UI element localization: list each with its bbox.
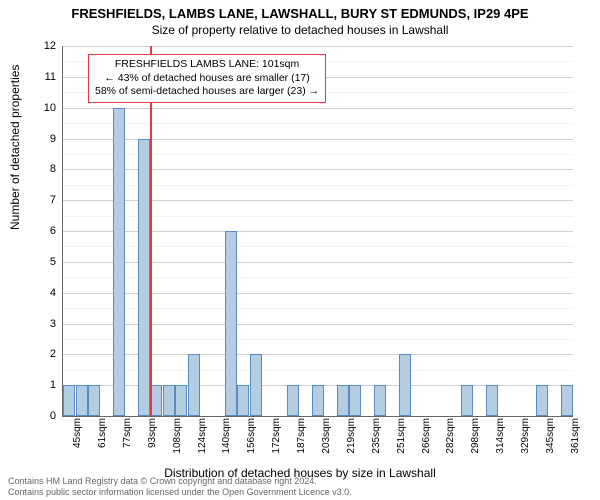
x-tick-label: 203sqm <box>321 418 332 458</box>
footer-line-2: Contains public sector information licen… <box>8 487 352 498</box>
histogram-bar <box>486 385 498 416</box>
y-tick-label: 6 <box>36 225 56 237</box>
histogram-bar <box>76 385 88 416</box>
histogram-bar <box>188 354 200 416</box>
histogram-bar <box>561 385 573 416</box>
x-tick-label: 172sqm <box>271 418 282 458</box>
x-tick-label: 235sqm <box>371 418 382 458</box>
x-tick-label: 298sqm <box>470 418 481 458</box>
x-tick-label: 361sqm <box>570 418 581 458</box>
histogram-bar <box>337 385 349 416</box>
y-tick-label: 9 <box>36 133 56 145</box>
x-tick-label: 251sqm <box>396 418 407 458</box>
chart-title-main: FRESHFIELDS, LAMBS LANE, LAWSHALL, BURY … <box>0 0 600 21</box>
chart-title-sub: Size of property relative to detached ho… <box>0 21 600 37</box>
y-tick-label: 4 <box>36 287 56 299</box>
footer-attribution: Contains HM Land Registry data © Crown c… <box>8 476 352 498</box>
x-tick-label: 61sqm <box>97 418 108 458</box>
y-tick-label: 7 <box>36 194 56 206</box>
histogram-bar <box>163 385 175 416</box>
y-tick-label: 0 <box>36 410 56 422</box>
histogram-bar <box>150 385 162 416</box>
y-tick-label: 10 <box>36 102 56 114</box>
histogram-bar <box>138 139 150 417</box>
y-tick-label: 11 <box>36 71 56 83</box>
histogram-bar <box>536 385 548 416</box>
histogram-bar <box>250 354 262 416</box>
x-tick-label: 282sqm <box>445 418 456 458</box>
histogram-bar <box>175 385 187 416</box>
x-tick-label: 77sqm <box>122 418 133 458</box>
gridline <box>63 46 573 47</box>
x-tick-label: 187sqm <box>296 418 307 458</box>
annotation-line-1: FRESHFIELDS LAMBS LANE: 101sqm <box>95 58 319 72</box>
x-tick-label: 124sqm <box>197 418 208 458</box>
histogram-bar <box>312 385 324 416</box>
footer-line-1: Contains HM Land Registry data © Crown c… <box>8 476 352 487</box>
x-tick-label: 45sqm <box>72 418 83 458</box>
histogram-bar <box>399 354 411 416</box>
minor-gridline <box>63 123 573 124</box>
x-tick-label: 329sqm <box>520 418 531 458</box>
histogram-bar <box>461 385 473 416</box>
y-axis-label: Number of detached properties <box>8 65 22 230</box>
y-tick-label: 3 <box>36 318 56 330</box>
x-tick-label: 93sqm <box>147 418 158 458</box>
x-tick-label: 266sqm <box>421 418 432 458</box>
x-tick-label: 156sqm <box>246 418 257 458</box>
histogram-bar <box>88 385 100 416</box>
y-tick-label: 5 <box>36 256 56 268</box>
y-tick-label: 1 <box>36 379 56 391</box>
histogram-bar <box>63 385 75 416</box>
x-tick-label: 219sqm <box>346 418 357 458</box>
histogram-bar <box>113 108 125 416</box>
x-tick-label: 140sqm <box>221 418 232 458</box>
annotation-box: FRESHFIELDS LAMBS LANE: 101sqm← 43% of d… <box>88 54 326 103</box>
x-tick-label: 314sqm <box>495 418 506 458</box>
y-tick-label: 8 <box>36 163 56 175</box>
annotation-line-2: ← 43% of detached houses are smaller (17… <box>95 72 319 86</box>
x-tick-label: 108sqm <box>172 418 183 458</box>
y-tick-label: 12 <box>36 40 56 52</box>
gridline <box>63 108 573 109</box>
histogram-bar <box>237 385 249 416</box>
histogram-bar <box>374 385 386 416</box>
histogram-bar <box>287 385 299 416</box>
y-tick-label: 2 <box>36 348 56 360</box>
histogram-bar <box>225 231 237 416</box>
x-tick-label: 345sqm <box>545 418 556 458</box>
histogram-bar <box>349 385 361 416</box>
annotation-line-3: 58% of semi-detached houses are larger (… <box>95 85 319 99</box>
